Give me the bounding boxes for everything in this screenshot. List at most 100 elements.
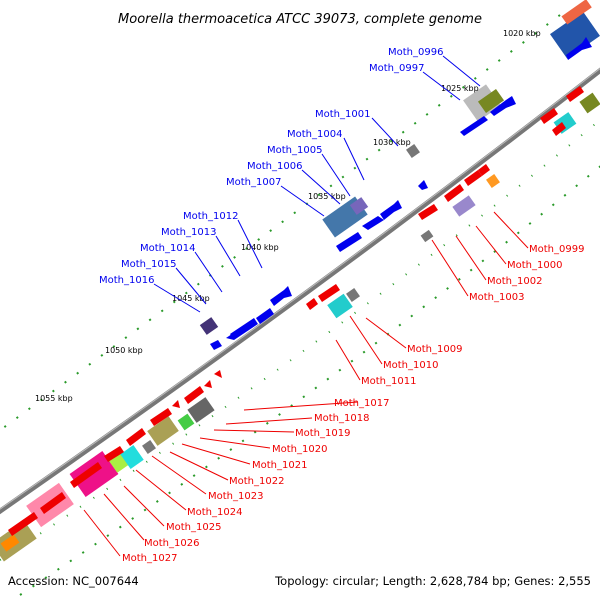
reverse-gene-labels: Moth_0999 Moth_1000 Moth_1002 Moth_1003 …: [122, 244, 584, 564]
kbp-label: 1035 kbp: [308, 192, 346, 201]
leader-line: [301, 169, 341, 205]
forward-gene-arrow: [418, 180, 428, 190]
forward-leader-lines: [153, 55, 481, 313]
kbp-label: 1055 kbp: [35, 394, 73, 403]
reverse-gene-arrow: [184, 386, 204, 404]
leader-line: [442, 55, 481, 87]
gene-label[interactable]: Moth_1014: [140, 243, 195, 254]
gene-label[interactable]: Moth_1023: [208, 491, 263, 502]
gene-label[interactable]: Moth_1016: [99, 275, 154, 286]
feature-block: [420, 229, 434, 243]
reverse-leader-lines: [83, 211, 529, 557]
forward-gene-labels: Moth_0996 Moth_0997 Moth_1001 Moth_1004 …: [99, 47, 443, 286]
leader-line: [365, 317, 407, 349]
forward-gene-arrow: [210, 340, 222, 350]
feature-block: [177, 413, 195, 431]
forward-features: [199, 0, 600, 335]
feature-block: [69, 451, 119, 497]
leader-line: [237, 219, 263, 269]
gene-label[interactable]: Moth_1026: [144, 538, 199, 549]
leader-line: [349, 315, 383, 365]
leader-line: [135, 469, 187, 511]
forward-gene-arrow: [270, 286, 292, 306]
gene-label[interactable]: Moth_1018: [314, 413, 369, 424]
forward-gene-arrow: [226, 334, 234, 340]
gene-label[interactable]: Moth_1022: [229, 476, 284, 487]
feature-block: [477, 88, 505, 114]
reverse-arrows: [8, 86, 584, 536]
gene-label[interactable]: Moth_1003: [469, 292, 524, 303]
reverse-gene-arrow: [464, 170, 482, 186]
gene-label[interactable]: Moth_1001: [315, 109, 370, 120]
reverse-gene-arrow: [418, 204, 438, 220]
gene-label[interactable]: Moth_1013: [161, 227, 216, 238]
reverse-gene-arrow: [566, 86, 584, 102]
kbp-label: 1045 kbp: [172, 294, 210, 303]
gene-label[interactable]: Moth_1020: [272, 444, 327, 455]
leader-line: [213, 429, 295, 433]
kbp-label: 1020 kbp: [503, 29, 541, 38]
leader-line: [371, 117, 399, 147]
reverse-gene-arrow: [318, 284, 340, 302]
gene-label[interactable]: Moth_1009: [407, 344, 462, 355]
gene-label[interactable]: Moth_1006: [247, 161, 302, 172]
leader-line: [343, 137, 365, 181]
reverse-gene-arrow: [444, 184, 464, 202]
leader-line: [181, 443, 251, 465]
reverse-gene-arrow: [126, 428, 146, 446]
gene-label[interactable]: Moth_1025: [166, 522, 221, 533]
leader-line: [215, 235, 241, 277]
gene-label[interactable]: Moth_1012: [183, 211, 238, 222]
reverse-gene-arrow: [552, 122, 566, 136]
forward-gene-arrow: [336, 232, 362, 252]
feature-block: [486, 174, 500, 188]
feature-block: [346, 288, 360, 302]
gene-label[interactable]: Moth_0996: [388, 47, 443, 58]
forward-gene-arrow: [256, 308, 274, 324]
gene-label[interactable]: Moth_1005: [267, 145, 322, 156]
kbp-labels: 1020 kbp 1025 kbp 1030 kbp 1035 kbp 1040…: [35, 29, 541, 403]
reverse-gene-arrow: [540, 108, 558, 124]
gene-label[interactable]: Moth_1002: [487, 276, 542, 287]
genome-summary: Topology: circular; Length: 2,628,784 bp…: [274, 574, 591, 588]
gene-label[interactable]: Moth_1000: [507, 260, 562, 271]
gene-label[interactable]: Moth_1027: [122, 553, 177, 564]
gene-label[interactable]: Moth_1010: [383, 360, 438, 371]
kbp-label: 1050 kbp: [105, 346, 143, 355]
gene-label[interactable]: Moth_1017: [334, 398, 389, 409]
feature-block: [406, 144, 420, 158]
leader-line: [422, 71, 461, 101]
gene-label[interactable]: Moth_1004: [287, 129, 342, 140]
feature-block: [452, 195, 476, 217]
gene-label[interactable]: Moth_1007: [226, 177, 281, 188]
reverse-gene-arrow: [104, 446, 124, 462]
feature-block: [0, 534, 20, 552]
forward-gene-arrow: [566, 37, 592, 60]
tick-track-inner-reverse: [0, 119, 600, 561]
forward-gene-arrow: [460, 116, 488, 136]
leader-line: [123, 485, 165, 527]
gene-label[interactable]: Moth_1021: [252, 460, 307, 471]
kbp-label: 1030 kbp: [373, 138, 411, 147]
feature-block: [199, 317, 219, 335]
forward-gene-arrow: [230, 318, 258, 340]
gene-label[interactable]: Moth_1011: [361, 376, 416, 387]
leader-line: [225, 417, 313, 425]
forward-arrows: [210, 37, 592, 350]
reverse-gene-arrow: [214, 370, 222, 378]
leader-line: [321, 153, 351, 197]
accession-label: Accession: NC_007644: [8, 574, 139, 588]
feature-block: [120, 445, 144, 469]
feature-block: [550, 11, 600, 59]
reverse-gene-arrow: [478, 164, 490, 176]
gene-label[interactable]: Moth_0999: [529, 244, 584, 255]
gene-label[interactable]: Moth_1024: [187, 507, 242, 518]
map-title: Moorella thermoacetica ATCC 39073, compl…: [118, 12, 482, 27]
reverse-gene-arrow: [172, 400, 180, 408]
gene-label[interactable]: Moth_1015: [121, 259, 176, 270]
gene-label[interactable]: Moth_0997: [369, 63, 424, 74]
gene-label[interactable]: Moth_1019: [295, 428, 350, 439]
feature-block: [327, 293, 353, 319]
feature-block: [579, 92, 600, 114]
